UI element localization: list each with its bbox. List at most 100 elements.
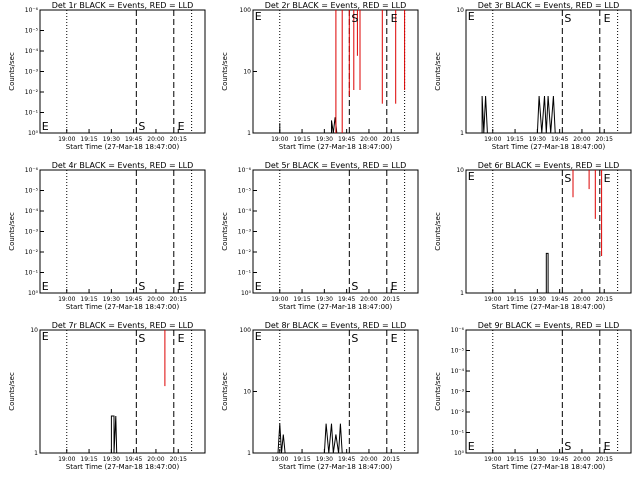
interval-marker-e-start: E [468, 170, 475, 183]
y-tick-label: 10⁰ [28, 130, 39, 137]
interval-marker-e-end: E [604, 172, 611, 185]
detector-panel-6: Det 6r BLACK = Events, RED = LLD 1 10 19:00… [426, 160, 639, 320]
x-tick-label: 19:45 [125, 296, 142, 303]
y-tick-label: 10 [456, 7, 464, 14]
y-tick-label: 1 [34, 450, 38, 457]
x-tick-label: 20:15 [170, 136, 187, 143]
interval-marker-s: S [564, 12, 571, 25]
y-axis-label: Counts/sec [434, 372, 442, 411]
x-tick-label: 19:45 [338, 296, 355, 303]
interval-marker-s: S [351, 280, 358, 293]
interval-marker-e-end: E [178, 280, 185, 293]
y-axis-label: Counts/sec [221, 212, 229, 251]
x-tick-label: 20:15 [383, 456, 400, 463]
x-tick-label: 19:30 [316, 296, 333, 303]
x-tick-label: 19:00 [484, 456, 501, 463]
x-tick-label: 20:00 [573, 456, 590, 463]
x-axis-label: Start Time (27-Mar-18 18:47:00) [66, 463, 180, 471]
events-series-line [545, 252, 549, 293]
x-tick-label: 19:15 [506, 296, 523, 303]
y-tick-label: 10⁻² [238, 249, 252, 256]
interval-marker-e-start: E [42, 280, 49, 293]
plot-frame [465, 329, 632, 454]
chart-title: Det 3r BLACK = Events, RED = LLD [478, 1, 620, 10]
interval-marker-s: S [564, 172, 571, 185]
detector-panel-7: Det 7r BLACK = Events, RED = LLD 1 10 19:00… [0, 320, 213, 480]
chart-title: Det 1r BLACK = Events, RED = LLD [52, 1, 194, 10]
x-axis-label: Start Time (27-Mar-18 18:47:00) [492, 303, 606, 311]
x-tick-label: 19:15 [80, 136, 97, 143]
interval-marker-s: S [138, 280, 145, 293]
y-tick-label: 10⁻⁴ [25, 208, 39, 215]
chart-svg: Det 2r BLACK = Events, RED = LLD 1 10 100 19… [221, 1, 419, 151]
y-tick-label: 1 [247, 130, 251, 137]
chart-svg: Det 5r BLACK = Events, RED = LLD 10⁰ 10⁻¹ 1… [221, 161, 419, 311]
x-tick-label: 19:45 [551, 456, 568, 463]
y-tick-label: 1 [460, 290, 464, 297]
detector-panel-2: Det 2r BLACK = Events, RED = LLD 1 10 100 19… [213, 0, 426, 160]
x-tick-label: 19:45 [551, 136, 568, 143]
y-axis-label: Counts/sec [434, 52, 442, 91]
y-tick-label: 10⁻⁴ [25, 48, 39, 55]
x-tick-label: 19:30 [103, 456, 120, 463]
plot-frame [39, 169, 206, 294]
x-tick-label: 19:30 [316, 456, 333, 463]
x-tick-label: 19:00 [271, 296, 288, 303]
x-tick-label: 20:00 [573, 136, 590, 143]
y-tick-label: 10⁻¹ [451, 430, 465, 437]
x-tick-label: 20:15 [596, 296, 613, 303]
x-axis-label: Start Time (27-Mar-18 18:47:00) [279, 303, 393, 311]
x-axis-label: Start Time (27-Mar-18 18:47:00) [279, 463, 393, 471]
y-tick-label: 10⁻¹ [238, 270, 252, 277]
x-axis-label: Start Time (27-Mar-18 18:47:00) [66, 143, 180, 151]
x-tick-label: 19:15 [293, 296, 310, 303]
chart-title: Det 5r BLACK = Events, RED = LLD [265, 161, 407, 170]
detector-panel-1: Det 1r BLACK = Events, RED = LLD 10⁰ 10⁻¹ 1… [0, 0, 213, 160]
y-tick-label: 10⁰ [241, 290, 252, 297]
x-tick-label: 19:15 [80, 456, 97, 463]
x-tick-label: 19:45 [125, 136, 142, 143]
interval-marker-e-start: E [255, 280, 262, 293]
x-axis-label: Start Time (27-Mar-18 18:47:00) [492, 463, 606, 471]
interval-marker-e-start: E [468, 10, 475, 23]
detector-panel-3: Det 3r BLACK = Events, RED = LLD 1 10 19:00… [426, 0, 639, 160]
y-tick-label: 10⁻³ [238, 229, 252, 236]
y-tick-label: 1 [460, 130, 464, 137]
x-tick-label: 19:15 [80, 296, 97, 303]
events-series-line [110, 415, 118, 454]
chart-title: Det 9r BLACK = Events, RED = LLD [478, 321, 620, 330]
detector-panel-8: Det 8r BLACK = Events, RED = LLD 1 10 100 19… [213, 320, 426, 480]
chart-svg: Det 6r BLACK = Events, RED = LLD 1 10 19:00… [434, 161, 632, 311]
chart-svg: Det 9r BLACK = Events, RED = LLD 10⁰ 10⁻¹ 1… [434, 321, 632, 471]
plot-frame [252, 169, 419, 294]
interval-marker-e-start: E [255, 330, 262, 343]
y-tick-label: 1 [247, 450, 251, 457]
chart-title: Det 8r BLACK = Events, RED = LLD [265, 321, 407, 330]
y-tick-label: 10 [30, 327, 38, 334]
interval-marker-e-start: E [468, 440, 475, 453]
y-tick-label: 10⁰ [454, 450, 465, 457]
detector-panel-9: Det 9r BLACK = Events, RED = LLD 10⁰ 10⁻¹ 1… [426, 320, 639, 480]
events-series-line [481, 95, 488, 134]
y-tick-label: 10⁻⁵ [25, 188, 39, 195]
x-tick-label: 19:30 [103, 136, 120, 143]
x-tick-label: 19:00 [484, 296, 501, 303]
x-tick-label: 19:30 [529, 296, 546, 303]
x-tick-label: 20:15 [383, 296, 400, 303]
x-tick-label: 19:00 [271, 456, 288, 463]
chart-title: Det 4r BLACK = Events, RED = LLD [52, 161, 194, 170]
x-tick-label: 19:30 [529, 456, 546, 463]
x-tick-label: 20:00 [360, 456, 377, 463]
x-tick-label: 20:15 [596, 456, 613, 463]
y-tick-label: 10⁻⁵ [238, 188, 252, 195]
chart-title: Det 6r BLACK = Events, RED = LLD [478, 161, 620, 170]
interval-marker-e-end: E [391, 12, 398, 25]
interval-marker-e-end: E [178, 120, 185, 133]
detector-panel-5: Det 5r BLACK = Events, RED = LLD 10⁰ 10⁻¹ 1… [213, 160, 426, 320]
y-axis-label: Counts/sec [8, 372, 16, 411]
x-tick-label: 19:45 [338, 136, 355, 143]
interval-marker-s: S [138, 120, 145, 133]
interval-marker-s: S [564, 440, 571, 453]
interval-marker-s: S [138, 332, 145, 345]
